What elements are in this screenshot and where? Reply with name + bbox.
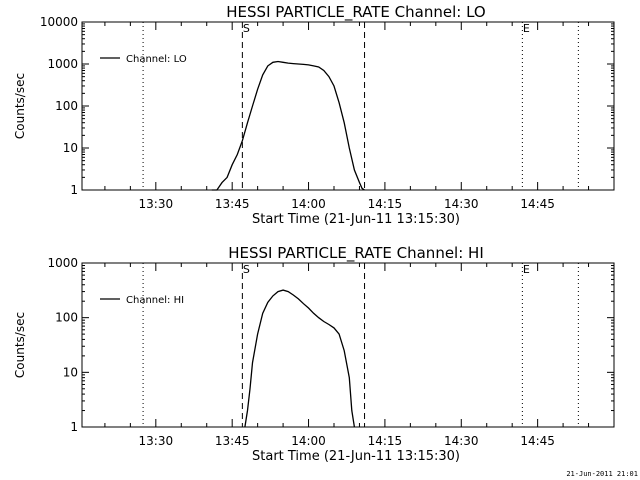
legend-label: Channel: LO [126,54,187,65]
legend-label: Channel: HI [126,295,184,306]
x-tick-label: 14:30 [444,197,479,211]
x-tick-label: 13:45 [215,197,250,211]
x-axis-label: Start Time (21-Jun-11 13:15:30) [252,449,460,464]
event-marker-label: S [243,263,250,276]
plot-frame [81,21,615,191]
chart-title: HESSI PARTICLE_RATE Channel: HI [228,244,484,263]
y-tick-label: 100 [55,311,78,325]
x-tick-label: 13:30 [139,197,174,211]
x-tick-label: 14:15 [368,197,403,211]
x-axis-label: Start Time (21-Jun-11 13:15:30) [252,212,460,227]
x-tick-label: 14:00 [291,434,326,448]
y-tick-label: 1000 [47,57,78,71]
y-tick-label: 10000 [40,15,78,29]
y-tick-label: 1 [70,420,78,434]
x-tick-label: 13:45 [215,434,250,448]
series-line [244,289,356,428]
x-tick-label: 14:45 [520,434,555,448]
y-tick-label: 10 [63,365,78,379]
y-tick-label: 10 [63,141,78,155]
y-axis-label: Counts/sec [13,312,27,378]
event-marker-label: E [523,22,530,35]
event-marker-label: E [523,263,530,276]
plot-frame [81,262,615,428]
y-axis-label: Counts/sec [13,73,27,139]
y-tick-label: 1 [70,183,78,197]
chart-title: HESSI PARTICLE_RATE Channel: LO [226,3,485,22]
x-tick-label: 14:15 [368,434,403,448]
y-tick-label: 100 [55,99,78,113]
event-marker-label: S [243,22,250,35]
x-tick-label: 14:30 [444,434,479,448]
footer-timestamp: 21-Jun-2011 21:01 [566,470,638,478]
x-tick-label: 14:45 [520,197,555,211]
series-line [211,60,365,191]
y-tick-label: 1000 [47,256,78,270]
x-tick-label: 13:30 [139,434,174,448]
x-tick-label: 14:00 [291,197,326,211]
